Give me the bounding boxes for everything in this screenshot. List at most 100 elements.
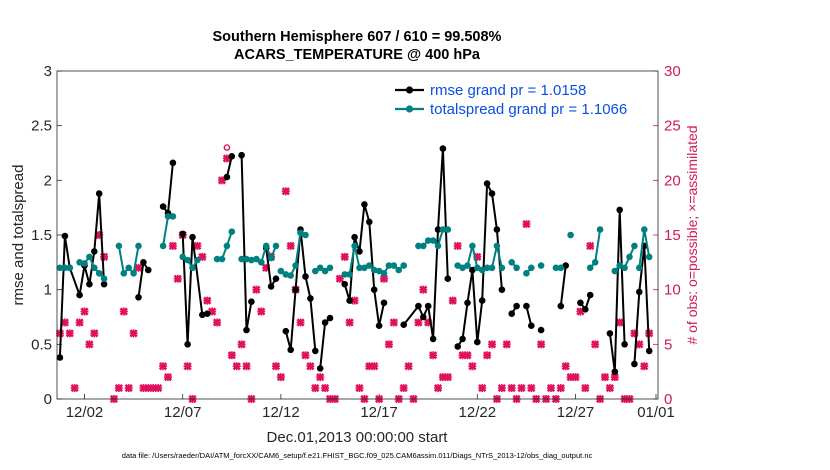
obs-assimilated-marker — [70, 383, 79, 393]
rmse-point — [370, 286, 378, 294]
rmse-point — [91, 248, 98, 255]
obs-assimilated-marker — [433, 383, 443, 393]
rmse-point — [420, 313, 427, 321]
series-layer — [56, 145, 653, 376]
rmse-point — [611, 368, 619, 376]
totalspread-point — [262, 242, 270, 250]
totalspread-point — [493, 242, 501, 250]
rmse-point — [326, 314, 334, 322]
totalspread-point — [218, 255, 226, 263]
rmse-point — [76, 291, 83, 299]
totalspread-point — [115, 242, 123, 250]
totalspread-point — [326, 264, 334, 272]
rmse-point — [606, 330, 614, 337]
totalspread-point — [356, 264, 363, 272]
totalspread-point — [159, 242, 167, 250]
obs-assimilated-marker — [242, 362, 251, 371]
obs-assimilated-marker — [537, 340, 546, 349]
obs-assimilated-marker — [320, 383, 330, 393]
totalspread-point — [56, 264, 64, 272]
rmse-point — [100, 280, 108, 288]
totalspread-point — [189, 264, 196, 272]
obs-assimilated-marker — [350, 296, 359, 305]
obs-assimilated-marker — [301, 351, 310, 360]
obs-assimilated-marker — [527, 383, 536, 393]
y-tick-label-right: 15 — [664, 227, 681, 244]
obs-assimilated-marker — [640, 362, 649, 371]
rmse-point — [557, 302, 565, 310]
obs-assimilated-marker — [100, 252, 109, 261]
obs-assimilated-marker — [502, 340, 511, 349]
totalspread-point — [248, 256, 255, 264]
totalspread-point — [238, 255, 245, 263]
rmse-point — [493, 226, 501, 233]
obs-assimilated-marker — [453, 241, 462, 251]
totalspread-point — [631, 242, 638, 250]
rmse-point — [400, 321, 408, 329]
totalspread-point — [312, 267, 319, 275]
rmse-point — [145, 266, 152, 274]
totalspread-point — [258, 259, 265, 266]
rmse-line — [225, 156, 233, 178]
rmse-point — [159, 203, 167, 210]
rmse-point — [464, 299, 471, 307]
rmse-point — [282, 327, 290, 335]
obs-assimilated-marker — [561, 362, 570, 371]
legend-rmse-label: rmse grand pr = 1.0158 — [430, 82, 586, 99]
obs-assimilated-marker — [414, 318, 423, 327]
obs-assimilated-marker — [355, 383, 364, 393]
rmse-point — [228, 153, 236, 160]
obs-assimilated-marker — [571, 373, 580, 382]
rmse-line — [608, 208, 626, 373]
rmse-point — [135, 294, 142, 301]
totalspread-point — [586, 264, 594, 272]
totalspread-point — [645, 253, 653, 261]
rmse-point — [199, 311, 206, 319]
totalspread-point — [464, 262, 471, 269]
totalspread-point — [346, 271, 353, 278]
obs-assimilated-marker — [463, 351, 472, 360]
x-tick-label: 12/17 — [360, 404, 398, 421]
totalspread-point — [439, 226, 447, 233]
totalspread-point — [621, 264, 628, 272]
obs-assimilated-marker — [276, 373, 286, 382]
rmse-point — [169, 159, 177, 167]
chart-title-line1: Southern Hemisphere 607 / 610 = 99.508% — [213, 29, 502, 45]
rmse-point — [577, 299, 584, 307]
obs-assimilated-marker — [546, 383, 556, 393]
totalspread-point — [287, 272, 295, 279]
totalspread-point — [194, 256, 201, 264]
obs-assimilated-marker — [522, 219, 531, 229]
obs-assimilated-marker — [158, 362, 168, 371]
obs-assimilated-marker — [370, 362, 379, 371]
obs-assimilated-marker — [443, 373, 452, 382]
chart-title-line2: ACARS_TEMPERATURE @ 400 hPa — [234, 47, 481, 63]
totalspread-point — [120, 270, 128, 277]
rmse-point — [267, 283, 275, 290]
totalspread-point — [429, 237, 437, 244]
rmse-point — [61, 232, 69, 240]
totalspread-point — [228, 228, 236, 235]
obs-assimilated-marker — [399, 383, 408, 393]
totalspread-point — [537, 262, 545, 269]
rmse-point — [189, 233, 196, 241]
plot-area — [57, 71, 658, 399]
rmse-point — [380, 299, 388, 307]
totalspread-point — [66, 264, 74, 272]
totalspread-point — [380, 270, 388, 277]
obs-assimilated-marker — [610, 373, 619, 382]
y-tick-label-left: 0 — [44, 391, 52, 408]
rmse-point — [341, 280, 349, 288]
obs-assimilated-marker — [306, 362, 315, 371]
obs-assimilated-marker — [586, 241, 595, 251]
totalspread-point — [513, 264, 520, 272]
obs-assimilated-marker — [345, 318, 354, 327]
obs-assimilated-marker — [203, 296, 212, 305]
obs-assimilated-marker — [379, 274, 389, 283]
totalspread-point — [341, 271, 349, 278]
totalspread-point — [400, 262, 408, 269]
obs-assimilated-marker — [600, 373, 610, 382]
obs-assimilated-marker — [517, 383, 526, 393]
rmse-point — [56, 354, 64, 361]
rmse-point — [636, 288, 643, 296]
